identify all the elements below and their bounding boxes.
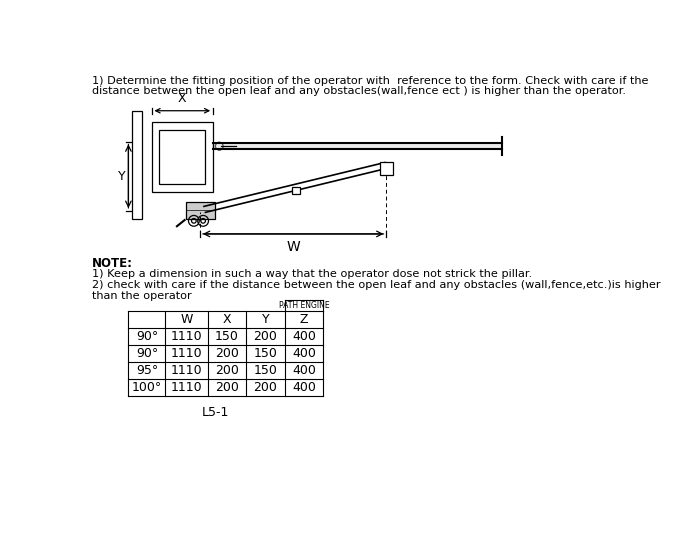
Text: 150: 150 [254,364,277,377]
Text: 150: 150 [254,347,277,360]
Text: 200: 200 [215,364,239,377]
Text: 200: 200 [254,330,277,343]
Text: 400: 400 [292,347,316,360]
Text: 95°: 95° [136,364,158,377]
Text: Y: Y [262,313,269,326]
Text: 400: 400 [292,364,316,377]
Bar [159,130,205,184]
Bar [186,202,215,218]
Bar [380,162,393,175]
Bar [151,123,213,192]
Text: 400: 400 [292,380,316,394]
Bar [292,187,300,194]
Text: NOTE:: NOTE: [92,257,133,270]
Text: Y: Y [117,170,126,183]
Text: 100°: 100° [132,380,162,394]
Text: 1110: 1110 [171,347,202,360]
Text: 400: 400 [292,330,316,343]
Text: 2) check with care if the distance between the open leaf and any obstacles (wall: 2) check with care if the distance betwe… [92,280,661,290]
Text: X: X [223,313,232,326]
Text: 200: 200 [254,380,277,394]
Text: 150: 150 [215,330,239,343]
Text: 1110: 1110 [171,364,202,377]
Text: 1) Determine the fitting position of the operator with  reference to the form. C: 1) Determine the fitting position of the… [92,76,649,86]
Text: W: W [286,240,300,254]
Text: 1110: 1110 [171,330,202,343]
Text: 90°: 90° [136,347,158,360]
Text: 1) Keep a dimension in such a way that the operator dose not strick the pillar.: 1) Keep a dimension in such a way that t… [92,270,533,280]
Text: L5-1: L5-1 [202,407,229,419]
Text: distance between the open leaf and any obstacles(wall,fence ect ) is higher than: distance between the open leaf and any o… [92,86,626,96]
Text: than the operator: than the operator [92,291,192,301]
Text: 90°: 90° [136,330,158,343]
Text: Z: Z [300,313,308,326]
Text: PATH ENGINE: PATH ENGINE [279,301,329,310]
Bar [132,111,142,218]
Bar [213,143,502,149]
Text: 200: 200 [215,380,239,394]
Text: 1110: 1110 [171,380,202,394]
Text: X: X [178,92,186,105]
Text: 200: 200 [215,347,239,360]
Text: W: W [180,313,193,326]
